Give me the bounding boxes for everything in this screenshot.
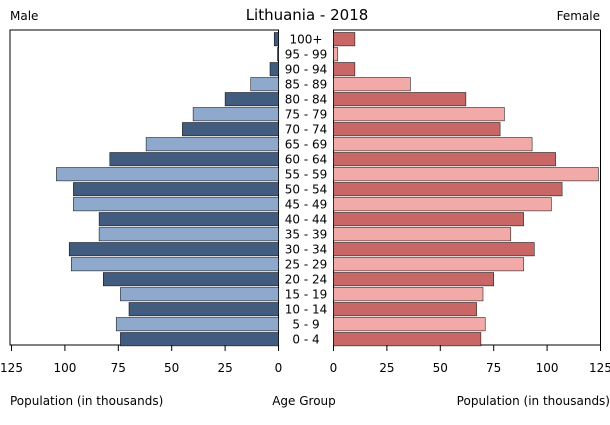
male-bar-11 [73,197,279,212]
male-bars-group [56,32,279,347]
center-axis-title: Age Group [272,394,336,408]
female-bar-12 [333,212,524,227]
right-axis-title: Population (in thousands) [457,394,610,408]
right-tick-label-1: 25 [379,361,394,375]
female-bar-2 [333,62,356,77]
male-bar-13 [98,227,279,242]
chart-title: Lithuania - 2018 [246,6,369,24]
female-bar-5 [333,107,505,122]
male-bar-20 [120,332,279,347]
male-bar-12 [98,212,279,227]
male-bar-5 [192,107,279,122]
female-bar-4 [333,92,467,107]
male-bar-18 [128,302,279,317]
left-tick-label-1: 100 [53,361,76,375]
male-bar-6 [182,122,279,137]
male-bar-14 [68,242,279,257]
male-bar-15 [71,257,279,272]
female-bar-6 [333,122,501,137]
age-group-label-11: 45 - 49 [285,197,328,211]
male-bar-8 [109,152,279,167]
male-bar-3 [250,77,279,92]
male-bar-0 [273,32,279,47]
female-bar-14 [333,242,535,257]
male-bar-4 [224,92,279,107]
right-tick-label-0: 0 [330,361,338,375]
female-bar-17 [333,287,484,302]
age-group-label-18: 10 - 14 [285,302,328,316]
left-tick-label-4: 25 [217,361,232,375]
male-bar-19 [115,317,279,332]
female-bar-16 [333,272,494,287]
male-bar-10 [73,182,279,197]
age-group-label-16: 20 - 24 [285,272,328,286]
female-bar-10 [333,182,563,197]
female-bar-9 [333,167,599,182]
female-bar-20 [333,332,482,347]
right-tick-label-4: 100 [536,361,559,375]
right-tick-label-5: 125 [589,361,610,375]
age-group-label-8: 60 - 64 [285,152,328,166]
age-group-label-4: 80 - 84 [285,92,328,106]
age-group-label-10: 50 - 54 [285,182,328,196]
male-bar-9 [56,167,279,182]
right-panel-label: Female [557,9,600,23]
age-group-label-9: 55 - 59 [285,167,328,181]
age-group-label-19: 5 - 9 [292,317,319,331]
male-bar-17 [120,287,279,302]
female-bar-13 [333,227,512,242]
age-group-label-20: 0 - 4 [292,332,319,346]
age-group-label-3: 85 - 89 [285,77,328,91]
left-tick-label-2: 75 [111,361,126,375]
male-bar-1 [277,47,279,62]
female-bar-15 [333,257,524,272]
female-bar-1 [333,47,339,62]
left-axis-ticks: 125 100 75 50 25 0 [0,345,282,375]
female-bar-11 [333,197,552,212]
right-tick-label-3: 75 [486,361,501,375]
male-bar-16 [103,272,279,287]
age-group-label-14: 30 - 34 [285,242,328,256]
age-group-label-1: 95 - 99 [285,47,328,61]
female-bar-19 [333,317,486,332]
left-tick-label-5: 0 [275,361,283,375]
left-tick-label-0: 125 [0,361,23,375]
male-bar-7 [145,137,279,152]
female-bar-7 [333,137,533,152]
female-bar-3 [333,77,411,92]
female-bars-group [333,32,599,347]
age-group-label-12: 40 - 44 [285,212,328,226]
male-bar-2 [269,62,279,77]
left-tick-label-3: 50 [164,361,179,375]
age-group-label-13: 35 - 39 [285,227,328,241]
age-group-label-6: 70 - 74 [285,122,328,136]
right-tick-label-2: 50 [433,361,448,375]
female-bar-18 [333,302,477,317]
left-panel-label: Male [10,9,38,23]
left-axis-title: Population (in thousands) [10,394,163,408]
age-group-label-0: 100+ [290,32,323,46]
age-group-label-15: 25 - 29 [285,257,328,271]
age-group-label-5: 75 - 79 [285,107,328,121]
age-group-label-7: 65 - 69 [285,137,328,151]
age-group-label-17: 15 - 19 [285,287,328,301]
female-bar-8 [333,152,556,167]
female-bar-0 [333,32,356,47]
right-axis-ticks: 0 25 50 75 100 125 [330,345,610,375]
age-group-label-2: 90 - 94 [285,62,328,76]
